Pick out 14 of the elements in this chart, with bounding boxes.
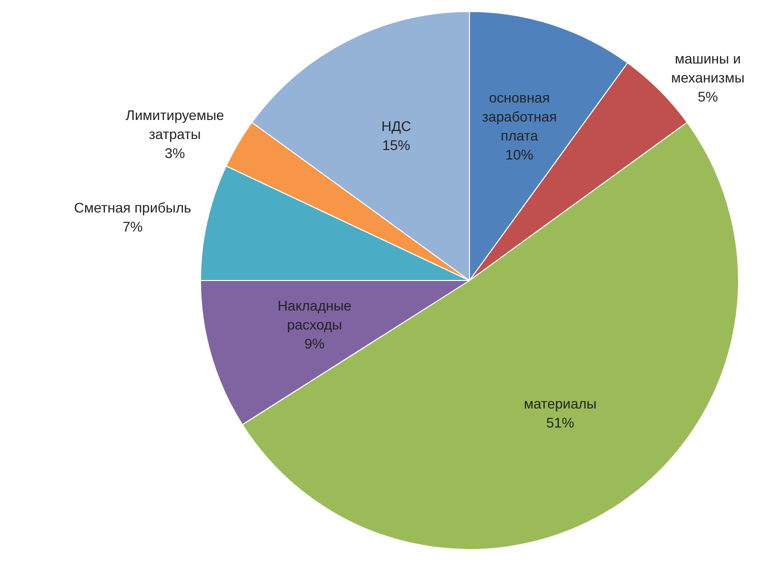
data-label: 9% — [304, 335, 325, 352]
slice-label: материалы — [524, 395, 597, 412]
data-label: 10% — [505, 146, 534, 162]
data-label: 7% — [122, 218, 143, 235]
slice-label: Накладные расходы — [278, 297, 352, 332]
data-label: 3% — [164, 145, 185, 162]
data-label: 15% — [382, 137, 410, 154]
data-label: 5% — [698, 88, 718, 105]
slice-label: машины и механизмы — [671, 50, 745, 86]
slice-label: основная заработная плата — [482, 89, 557, 144]
slice-label: НДС — [381, 118, 412, 134]
data-label: 51% — [546, 414, 574, 430]
slice-label: Сметная прибыль — [74, 200, 192, 216]
slice-label: Лимитируемые затраты — [126, 107, 224, 142]
